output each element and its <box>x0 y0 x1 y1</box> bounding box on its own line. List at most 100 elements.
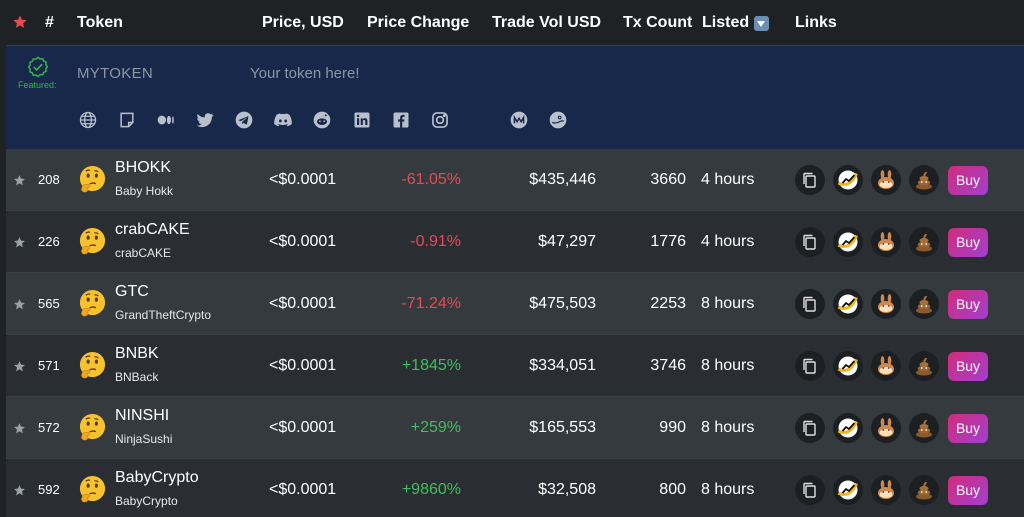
price-change: -0.91% <box>410 233 461 250</box>
favorite-star-icon[interactable] <box>13 174 26 187</box>
chart-link-icon[interactable] <box>833 351 863 381</box>
favorite-star-icon[interactable] <box>13 422 26 435</box>
token-price: <$0.0001 <box>269 357 337 374</box>
token-symbol[interactable]: BNBK <box>115 345 159 362</box>
token-symbol[interactable]: NINSHI <box>115 407 170 424</box>
copy-address-icon[interactable] <box>795 413 825 443</box>
copy-address-icon[interactable] <box>795 475 825 505</box>
pancakeswap-icon[interactable] <box>871 289 901 319</box>
token-name[interactable]: BNBack <box>115 370 159 384</box>
listed-time: 4 hours <box>701 171 755 188</box>
buy-button[interactable]: Buy <box>948 228 988 257</box>
tx-count: 3660 <box>650 171 686 188</box>
token-symbol[interactable]: crabCAKE <box>115 221 190 238</box>
thinking-face-icon <box>79 227 106 255</box>
tx-count: 800 <box>659 481 686 498</box>
globe-icon[interactable] <box>78 110 98 130</box>
token-rank: 572 <box>38 420 60 435</box>
favorite-star-icon[interactable] <box>13 484 26 497</box>
header-price-change[interactable]: Price Change <box>367 14 470 31</box>
linkedin-icon[interactable] <box>352 110 372 130</box>
thinking-face-icon <box>79 165 106 193</box>
featured-banner[interactable]: Featured: MYTOKEN Your token here! <box>6 46 1024 149</box>
token-name[interactable]: crabCAKE <box>115 246 172 260</box>
header-listed[interactable]: Listed <box>702 14 770 32</box>
poocoin-icon[interactable] <box>909 227 939 257</box>
chart-link-icon[interactable] <box>833 165 863 195</box>
token-rank: 565 <box>38 296 60 311</box>
header-price[interactable]: Price, USD <box>262 14 344 31</box>
table-row[interactable]: 565 GTC GrandTheftCrypto <$0.0001 -71.24… <box>6 273 1024 335</box>
medium-icon[interactable] <box>156 110 176 130</box>
copy-address-icon[interactable] <box>795 165 825 195</box>
reddit-icon[interactable] <box>312 110 332 130</box>
token-symbol[interactable]: GTC <box>115 283 149 300</box>
header-token[interactable]: Token <box>77 14 123 31</box>
token-name[interactable]: Baby Hokk <box>115 184 174 198</box>
trade-volume: $47,297 <box>538 233 596 250</box>
table-row[interactable]: 571 BNBK BNBack <$0.0001 +1845% $334,051… <box>6 335 1024 397</box>
coingecko-icon[interactable] <box>548 110 568 130</box>
poocoin-icon[interactable] <box>909 413 939 443</box>
copy-address-icon[interactable] <box>795 351 825 381</box>
twitter-icon[interactable] <box>195 110 215 130</box>
favorites-star-icon[interactable] <box>12 14 28 30</box>
listed-time: 8 hours <box>701 295 755 312</box>
featured-token-name[interactable]: MYTOKEN <box>77 65 154 82</box>
discord-icon[interactable] <box>273 110 293 130</box>
thinking-face-icon <box>79 351 106 379</box>
thinking-face-icon <box>79 475 106 503</box>
facebook-icon[interactable] <box>391 110 411 130</box>
chart-link-icon[interactable] <box>833 289 863 319</box>
copy-address-icon[interactable] <box>795 227 825 257</box>
tx-count: 990 <box>659 419 686 436</box>
chart-link-icon[interactable] <box>833 413 863 443</box>
pancakeswap-icon[interactable] <box>871 351 901 381</box>
sort-down-icon[interactable] <box>754 15 770 31</box>
buy-button[interactable]: Buy <box>948 352 988 381</box>
pancakeswap-icon[interactable] <box>871 413 901 443</box>
header-links: Links <box>795 14 837 31</box>
tx-count: 3746 <box>650 357 686 374</box>
favorite-star-icon[interactable] <box>13 298 26 311</box>
telegram-icon[interactable] <box>234 110 254 130</box>
price-change: -71.24% <box>401 295 461 312</box>
header-tx-count[interactable]: Tx Count <box>623 14 693 31</box>
poocoin-icon[interactable] <box>909 289 939 319</box>
document-icon[interactable] <box>117 110 137 130</box>
header-trade-volume[interactable]: Trade Vol USD <box>492 14 602 31</box>
token-name[interactable]: NinjaSushi <box>115 432 173 446</box>
token-name[interactable]: BabyCrypto <box>115 494 178 508</box>
featured-tagline[interactable]: Your token here! <box>250 65 360 82</box>
listed-time: 8 hours <box>701 481 755 498</box>
poocoin-icon[interactable] <box>909 165 939 195</box>
token-symbol[interactable]: BHOKK <box>115 159 172 176</box>
thinking-face-icon <box>79 289 106 317</box>
poocoin-icon[interactable] <box>909 351 939 381</box>
buy-button[interactable]: Buy <box>948 290 988 319</box>
favorite-star-icon[interactable] <box>13 360 26 373</box>
table-header: # Token Price, USD Price Change Trade Vo… <box>6 0 1024 46</box>
pancakeswap-icon[interactable] <box>871 227 901 257</box>
table-row[interactable]: 226 crabCAKE crabCAKE <$0.0001 -0.91% $4… <box>6 211 1024 273</box>
buy-button[interactable]: Buy <box>948 166 988 195</box>
table-row[interactable]: 592 BabyCrypto BabyCrypto <$0.0001 +9860… <box>6 459 1024 517</box>
chart-link-icon[interactable] <box>833 475 863 505</box>
buy-button[interactable]: Buy <box>948 476 988 505</box>
coinmarketcap-icon[interactable] <box>509 110 529 130</box>
header-rank[interactable]: # <box>45 14 54 31</box>
table-row[interactable]: 572 NINSHI NinjaSushi <$0.0001 +259% $16… <box>6 397 1024 459</box>
token-rank: 592 <box>38 482 60 497</box>
chart-link-icon[interactable] <box>833 227 863 257</box>
instagram-icon[interactable] <box>430 110 450 130</box>
poocoin-icon[interactable] <box>909 475 939 505</box>
favorite-star-icon[interactable] <box>13 236 26 249</box>
token-name[interactable]: GrandTheftCrypto <box>115 308 212 322</box>
token-symbol[interactable]: BabyCrypto <box>115 469 199 486</box>
pancakeswap-icon[interactable] <box>871 475 901 505</box>
copy-address-icon[interactable] <box>795 289 825 319</box>
pancakeswap-icon[interactable] <box>871 165 901 195</box>
buy-button[interactable]: Buy <box>948 414 988 443</box>
table-row[interactable]: 208 BHOKK Baby Hokk <$0.0001 -61.05% $43… <box>6 149 1024 211</box>
price-change: -61.05% <box>401 171 461 188</box>
